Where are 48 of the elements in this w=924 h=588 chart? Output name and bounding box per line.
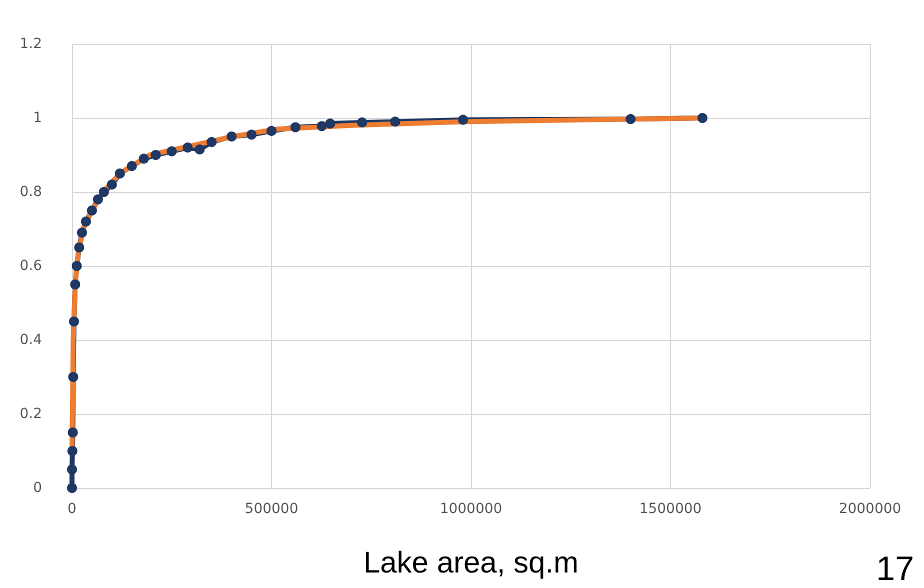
point <box>290 122 300 132</box>
x-tick-label: 1000000 <box>440 501 502 517</box>
y-tick-label: 1.2 <box>20 36 42 52</box>
point <box>126 161 137 172</box>
point <box>458 114 468 125</box>
point <box>76 228 87 238</box>
point <box>80 216 91 227</box>
point <box>697 113 708 123</box>
point <box>67 464 77 474</box>
point <box>266 126 276 136</box>
text: 17 <box>876 550 914 588</box>
y-tick-label: 0.6 <box>20 258 42 274</box>
point <box>70 280 80 290</box>
point <box>390 116 400 127</box>
x-axis-title: Lake area, sq.m <box>363 546 579 580</box>
y-tick-label: 0 <box>33 480 42 496</box>
point <box>68 428 78 438</box>
y-tick-label: 1 <box>33 110 42 126</box>
point <box>182 142 193 153</box>
point <box>69 316 79 326</box>
point <box>626 114 636 124</box>
x-tick-label: 1500000 <box>639 501 702 517</box>
point <box>67 483 77 493</box>
x-tick-label: 2000000 <box>838 501 902 517</box>
point <box>72 261 82 271</box>
point <box>246 130 257 140</box>
point <box>206 137 217 148</box>
point <box>150 150 161 160</box>
point <box>357 117 368 128</box>
point <box>92 194 103 204</box>
point <box>226 132 237 142</box>
point <box>74 242 84 252</box>
point <box>316 121 327 132</box>
y-tick-label: 0.4 <box>20 332 42 348</box>
y-tick-label: 0.8 <box>20 184 42 200</box>
x-tick-label: 0 <box>68 501 76 517</box>
point <box>86 206 97 216</box>
point <box>67 446 78 456</box>
point <box>325 118 336 129</box>
point <box>98 187 109 197</box>
y-tick-label: 0.2 <box>20 406 42 422</box>
point <box>106 180 117 190</box>
point <box>68 372 78 382</box>
point <box>138 154 149 164</box>
point <box>114 168 125 178</box>
point <box>166 146 177 156</box>
x-tick-label: 500000 <box>244 501 298 517</box>
point <box>194 144 205 154</box>
